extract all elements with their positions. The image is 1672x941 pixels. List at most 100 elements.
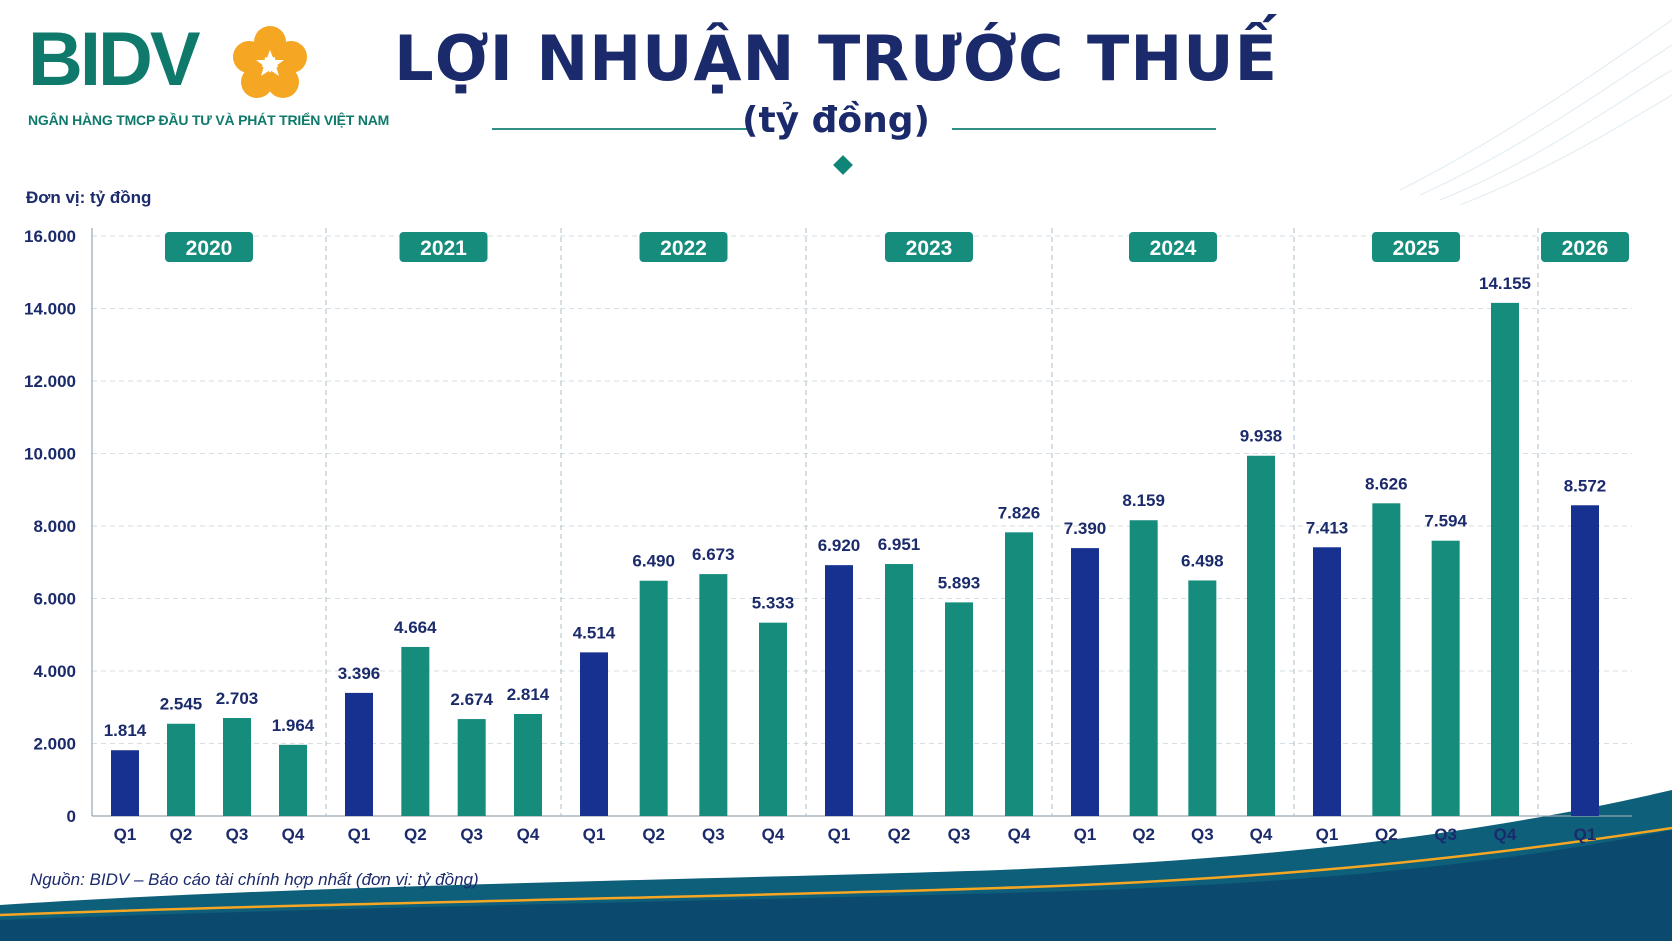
logo-tagline: NGÂN HÀNG TMCP ĐẦU TƯ VÀ PHÁT TRIỂN VIỆT… <box>28 112 390 128</box>
bar <box>1571 505 1599 816</box>
year-badge <box>165 232 253 262</box>
bar <box>1005 532 1033 816</box>
bar <box>1313 547 1341 816</box>
x-tick-label: Q3 <box>226 825 249 844</box>
x-tick-label: Q4 <box>1250 825 1273 844</box>
bar-value-label: 14.155 <box>1479 274 1531 293</box>
y-tick-label: 10.000 <box>24 445 76 464</box>
bar-value-label: 6.490 <box>632 552 675 571</box>
bar <box>639 580 668 816</box>
bar-value-label: 7.413 <box>1306 518 1349 537</box>
x-tick-label: Q1 <box>583 825 606 844</box>
year-badge <box>885 232 973 262</box>
y-tick-label: 2.000 <box>33 735 76 754</box>
bar-value-label: 2.545 <box>160 695 203 714</box>
bar <box>514 713 542 816</box>
x-tick-label: Q2 <box>1375 825 1398 844</box>
bar-value-label: 7.826 <box>998 503 1041 522</box>
y-tick-label: 4.000 <box>33 662 76 681</box>
bar <box>825 565 853 816</box>
x-tick-label: Q4 <box>1494 825 1517 844</box>
x-tick-label: Q3 <box>948 825 971 844</box>
x-tick-label: Q2 <box>888 825 911 844</box>
x-tick-label: Q1 <box>1074 825 1097 844</box>
x-tick-label: Q1 <box>1574 825 1597 844</box>
bar-value-label: 2.674 <box>450 690 493 709</box>
y-tick-label: 0 <box>67 807 76 826</box>
bar-value-label: 6.498 <box>1181 551 1224 570</box>
subtitle-divider-right <box>952 128 1216 130</box>
bar-value-label: 1.964 <box>272 716 315 735</box>
year-badge-label: 2022 <box>660 237 707 260</box>
year-badge <box>639 232 728 262</box>
chart-subtitle: (tỷ đồng) <box>741 100 930 141</box>
logo-text: BIDV <box>28 17 201 102</box>
year-badge <box>399 232 488 262</box>
bar <box>1431 540 1460 816</box>
x-tick-label: Q1 <box>348 825 371 844</box>
year-badge <box>1372 232 1460 262</box>
year-badge-label: 2025 <box>1393 237 1440 260</box>
logo-flower-icon <box>233 26 307 98</box>
x-tick-label: Q1 <box>1316 825 1339 844</box>
year-badge-label: 2020 <box>186 237 233 260</box>
unit-label: Đơn vị: tỷ đồng <box>26 188 152 207</box>
bar-value-label: 2.703 <box>216 689 259 708</box>
x-tick-label: Q4 <box>1008 825 1031 844</box>
bar-value-label: 7.390 <box>1064 519 1107 538</box>
x-tick-label: Q2 <box>1132 825 1155 844</box>
bar-value-label: 4.664 <box>394 618 437 637</box>
year-badge-label: 2026 <box>1562 237 1609 260</box>
x-tick-label: Q4 <box>762 825 785 844</box>
bar <box>279 744 307 816</box>
x-tick-label: Q3 <box>1191 825 1214 844</box>
subtitle-divider-left <box>492 128 747 130</box>
bar <box>401 646 430 816</box>
x-tick-label: Q2 <box>404 825 427 844</box>
bar <box>1188 580 1217 816</box>
year-badge-label: 2024 <box>1150 237 1197 260</box>
bar <box>1491 302 1519 817</box>
bar-value-label: 5.893 <box>938 573 981 592</box>
source-note: Nguồn: BIDV – Báo cáo tài chính hợp nhất… <box>30 870 479 889</box>
bar-value-label: 2.814 <box>507 685 550 704</box>
x-tick-label: Q1 <box>828 825 851 844</box>
bar <box>1129 520 1158 816</box>
x-tick-label: Q2 <box>170 825 193 844</box>
chart-title: LỢI NHUẬN TRƯỚC THUẾ <box>394 22 1278 95</box>
bar <box>1372 503 1401 816</box>
bar <box>345 692 373 816</box>
bar-value-label: 8.626 <box>1365 474 1408 493</box>
bar <box>167 723 195 816</box>
x-tick-label: Q4 <box>517 825 540 844</box>
y-tick-label: 14.000 <box>24 300 76 319</box>
bar <box>1071 548 1099 816</box>
year-badge <box>1541 232 1629 262</box>
bar-value-label: 8.159 <box>1122 491 1165 510</box>
x-tick-label: Q4 <box>282 825 305 844</box>
bar <box>223 718 251 816</box>
x-tick-label: Q3 <box>1434 825 1457 844</box>
y-tick-label: 6.000 <box>33 590 76 609</box>
bar <box>699 574 728 816</box>
bar-value-label: 7.594 <box>1424 512 1467 531</box>
bar-value-label: 6.673 <box>692 545 735 564</box>
year-badge <box>1129 232 1217 262</box>
bar <box>1247 455 1275 816</box>
bar <box>945 602 973 816</box>
bar <box>759 622 787 816</box>
y-tick-label: 8.000 <box>33 517 76 536</box>
x-tick-label: Q3 <box>702 825 725 844</box>
bar-value-label: 6.920 <box>818 536 861 555</box>
year-badge-label: 2021 <box>420 237 467 260</box>
bidv-logo: BIDV NGÂN HÀNG TMCP ĐẦU TƯ VÀ PHÁT TRIỂN… <box>28 14 390 134</box>
bar-value-label: 4.514 <box>573 623 616 642</box>
bar-value-label: 8.572 <box>1564 476 1607 495</box>
y-tick-label: 16.000 <box>24 227 76 246</box>
bar-value-label: 6.951 <box>878 535 921 554</box>
bar <box>580 652 608 816</box>
bar <box>457 719 486 816</box>
bar-value-label: 1.814 <box>104 721 147 740</box>
